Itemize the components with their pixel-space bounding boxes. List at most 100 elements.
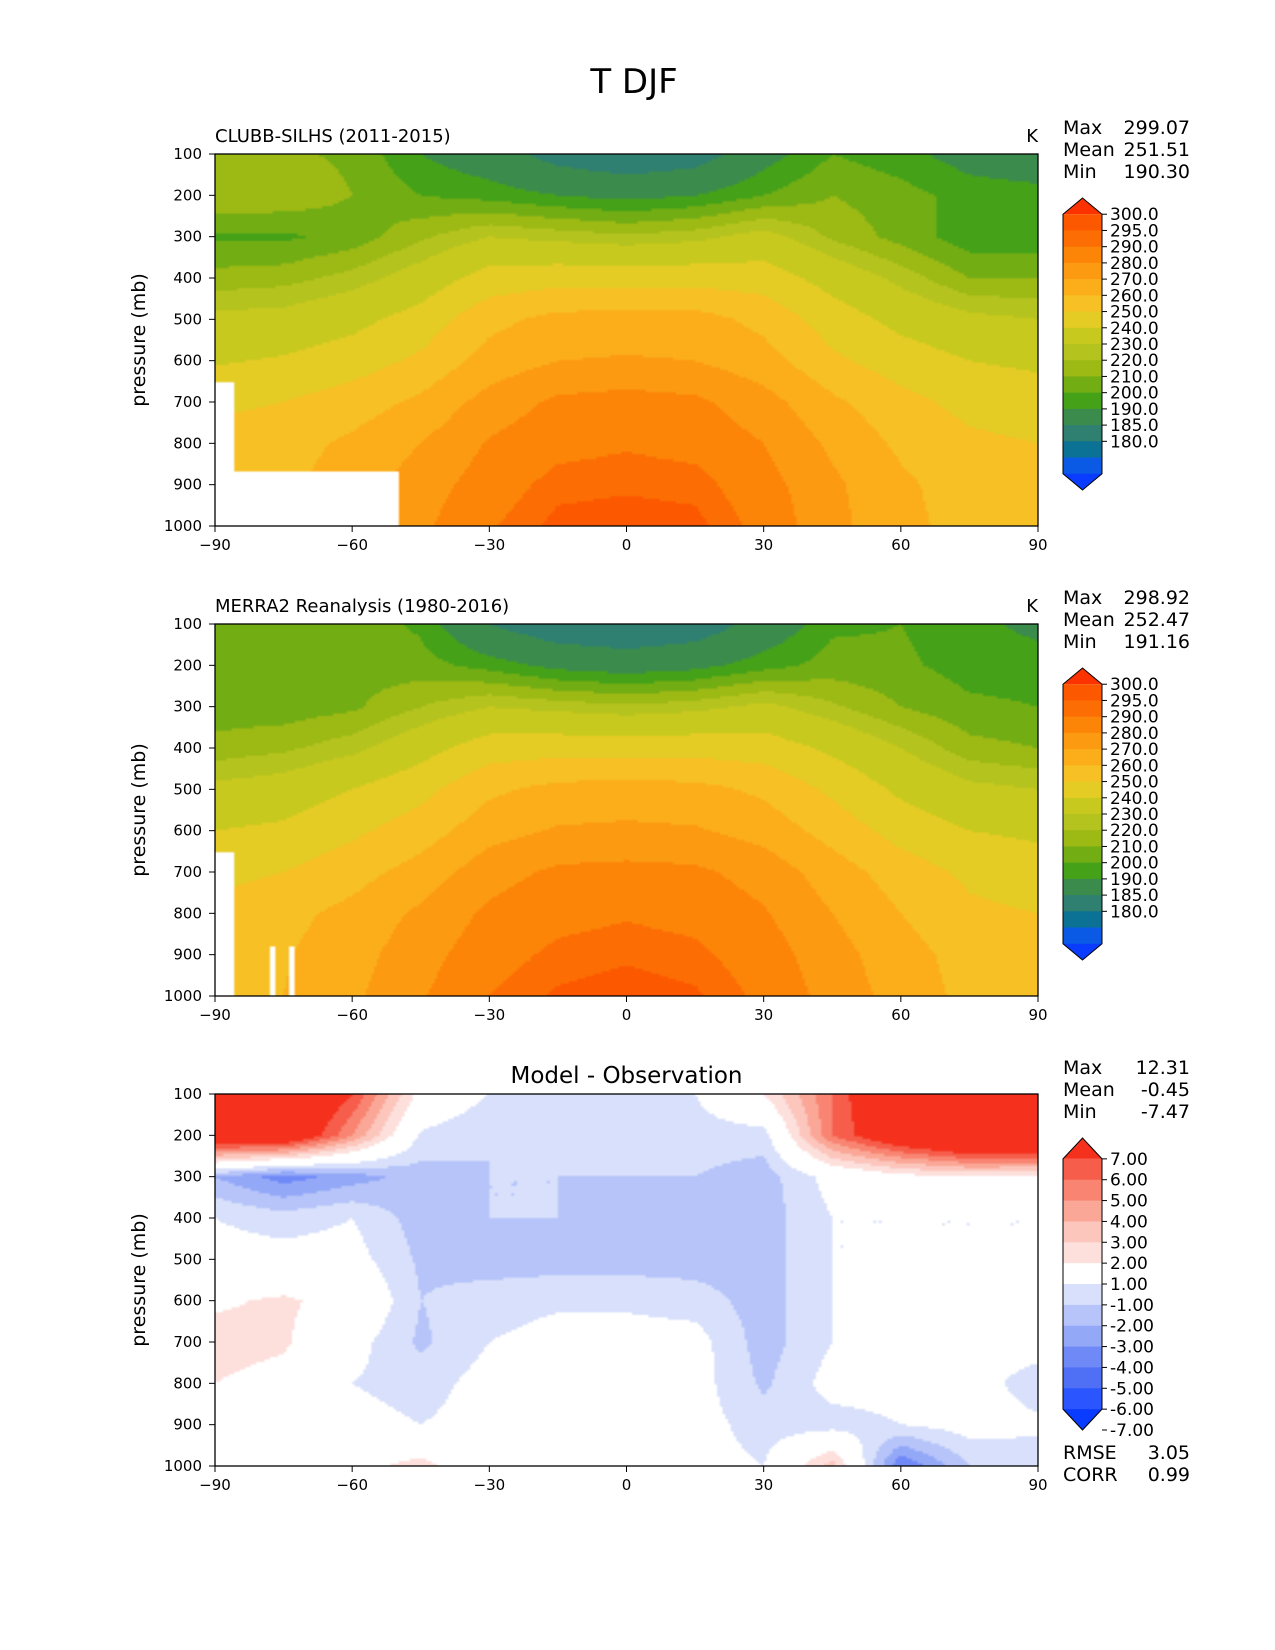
colorbar-swatch [1063, 797, 1102, 815]
colorbar-swatch [1063, 214, 1102, 231]
colorbar-swatch [1063, 684, 1102, 701]
colorbar-swatch [1063, 846, 1102, 864]
colorbar-outline [1062, 667, 1103, 961]
colorbar-extend-top [1063, 198, 1102, 215]
colorbar-label: 200.0 [1110, 384, 1159, 404]
x-tick-label: −60 [336, 536, 368, 554]
stat-value-mean: -0.45 [1141, 1079, 1190, 1101]
colorbar-extend-bottom [1063, 1409, 1102, 1430]
y-tick-label: 900 [173, 1416, 202, 1434]
y-tick-label: 400 [173, 739, 202, 757]
colorbar-label: 270.0 [1110, 270, 1159, 290]
y-axis-label: pressure (mb) [128, 273, 150, 407]
colorbar-swatch [1063, 311, 1102, 329]
y-tick-label: 700 [173, 863, 202, 881]
colorbar-label: 210.0 [1110, 837, 1159, 857]
stat-label-max: Max [1063, 587, 1102, 609]
colorbar-label: 300.0 [1110, 675, 1159, 695]
colorbar-swatch [1063, 1367, 1102, 1389]
colorbar-label: 200.0 [1110, 854, 1159, 874]
y-tick-label: 400 [173, 1209, 202, 1227]
y-tick-label: 800 [173, 904, 202, 922]
x-tick-label: −30 [474, 1006, 506, 1024]
colorbar-label: 260.0 [1110, 756, 1159, 776]
x-tick-label: 60 [891, 536, 910, 554]
colorbar-swatch [1063, 1325, 1102, 1348]
colorbar-label: 6.00 [1110, 1171, 1148, 1191]
colorbar-swatch [1063, 344, 1102, 361]
stat-label-mean: Mean [1063, 139, 1115, 161]
colorbar-swatch [1063, 732, 1102, 750]
y-tick-label: 700 [173, 393, 202, 411]
colorbar-swatch [1063, 1242, 1102, 1264]
contour-field-diff [215, 1094, 1038, 1466]
x-tick-label: 0 [622, 536, 632, 554]
colorbar-swatch [1063, 927, 1102, 945]
y-tick-label: 800 [173, 434, 202, 452]
colorbar-swatch [1063, 376, 1102, 394]
colorbar-swatch [1063, 1388, 1102, 1410]
x-tick-label: −60 [336, 1006, 368, 1024]
y-tick-label: 300 [173, 698, 202, 716]
stat-label-min: Min [1063, 631, 1097, 653]
x-tick-label: 90 [1028, 1006, 1047, 1024]
colorbar-label: 270.0 [1110, 740, 1159, 760]
colorbar-swatch [1063, 360, 1102, 377]
colorbar-label: 250.0 [1110, 773, 1159, 793]
stat-value-min: -7.47 [1141, 1101, 1190, 1123]
colorbar-label: 180.0 [1110, 902, 1159, 922]
colorbar-swatch [1063, 279, 1102, 296]
y-tick-label: 100 [173, 615, 202, 633]
stat-label-mean: Mean [1063, 609, 1115, 631]
colorbar-swatch [1063, 814, 1102, 831]
x-tick-label: 60 [891, 1476, 910, 1494]
colorbar-swatch [1063, 457, 1102, 475]
y-tick-label: 300 [173, 228, 202, 246]
colorbar-label: 280.0 [1110, 254, 1159, 274]
y-tick-label: 100 [173, 1085, 202, 1103]
colorbar-swatch [1063, 700, 1102, 718]
stat-label-min: Min [1063, 1101, 1097, 1123]
colorbar-extend-top [1063, 1138, 1102, 1159]
colorbar-label: 180.0 [1110, 432, 1159, 452]
y-tick-label: 200 [173, 186, 202, 204]
x-tick-label: 30 [754, 536, 773, 554]
colorbar-label: 240.0 [1110, 789, 1159, 809]
y-axis-label: pressure (mb) [128, 1213, 150, 1347]
y-tick-label: 500 [173, 1250, 202, 1268]
y-tick-label: 200 [173, 656, 202, 674]
colorbar-swatch [1063, 1263, 1102, 1285]
panel-title: Model - Observation [510, 1063, 742, 1089]
y-tick-label: 700 [173, 1333, 202, 1351]
colorbar-label: -5.00 [1110, 1379, 1154, 1399]
stat-label-min: Min [1063, 161, 1097, 183]
units-label: K [1026, 596, 1039, 617]
colorbar-label: 2.00 [1110, 1254, 1148, 1274]
y-tick-label: 600 [173, 1292, 202, 1310]
colorbar-label: 1.00 [1110, 1275, 1148, 1295]
colorbar-label: -2.00 [1110, 1317, 1154, 1337]
colorbar-swatch [1063, 749, 1102, 766]
stat-value-max: 12.31 [1136, 1057, 1190, 1079]
colorbar-swatch [1063, 441, 1102, 459]
colorbar-label: 185.0 [1110, 886, 1159, 906]
y-tick-label: 100 [173, 145, 202, 163]
colorbar-extend-bottom [1063, 943, 1102, 960]
colorbar-swatch [1063, 716, 1102, 734]
y-axis-label: pressure (mb) [128, 743, 150, 877]
x-tick-label: −30 [474, 536, 506, 554]
colorbar-extend-bottom [1063, 473, 1102, 490]
y-tick-label: 200 [173, 1126, 202, 1144]
colorbar-swatch [1063, 1284, 1102, 1306]
stat-value-min: 190.30 [1124, 161, 1190, 183]
y-tick-label: 900 [173, 946, 202, 964]
colorbar-label: 220.0 [1110, 821, 1159, 841]
colorbar-swatch [1063, 1158, 1102, 1181]
colorbar-label: 190.0 [1110, 400, 1159, 420]
colorbar-label: -7.00 [1110, 1421, 1154, 1441]
colorbar-label: 4.00 [1110, 1212, 1148, 1232]
colorbar-swatch [1063, 1179, 1102, 1202]
colorbar-label: -1.00 [1110, 1296, 1154, 1316]
